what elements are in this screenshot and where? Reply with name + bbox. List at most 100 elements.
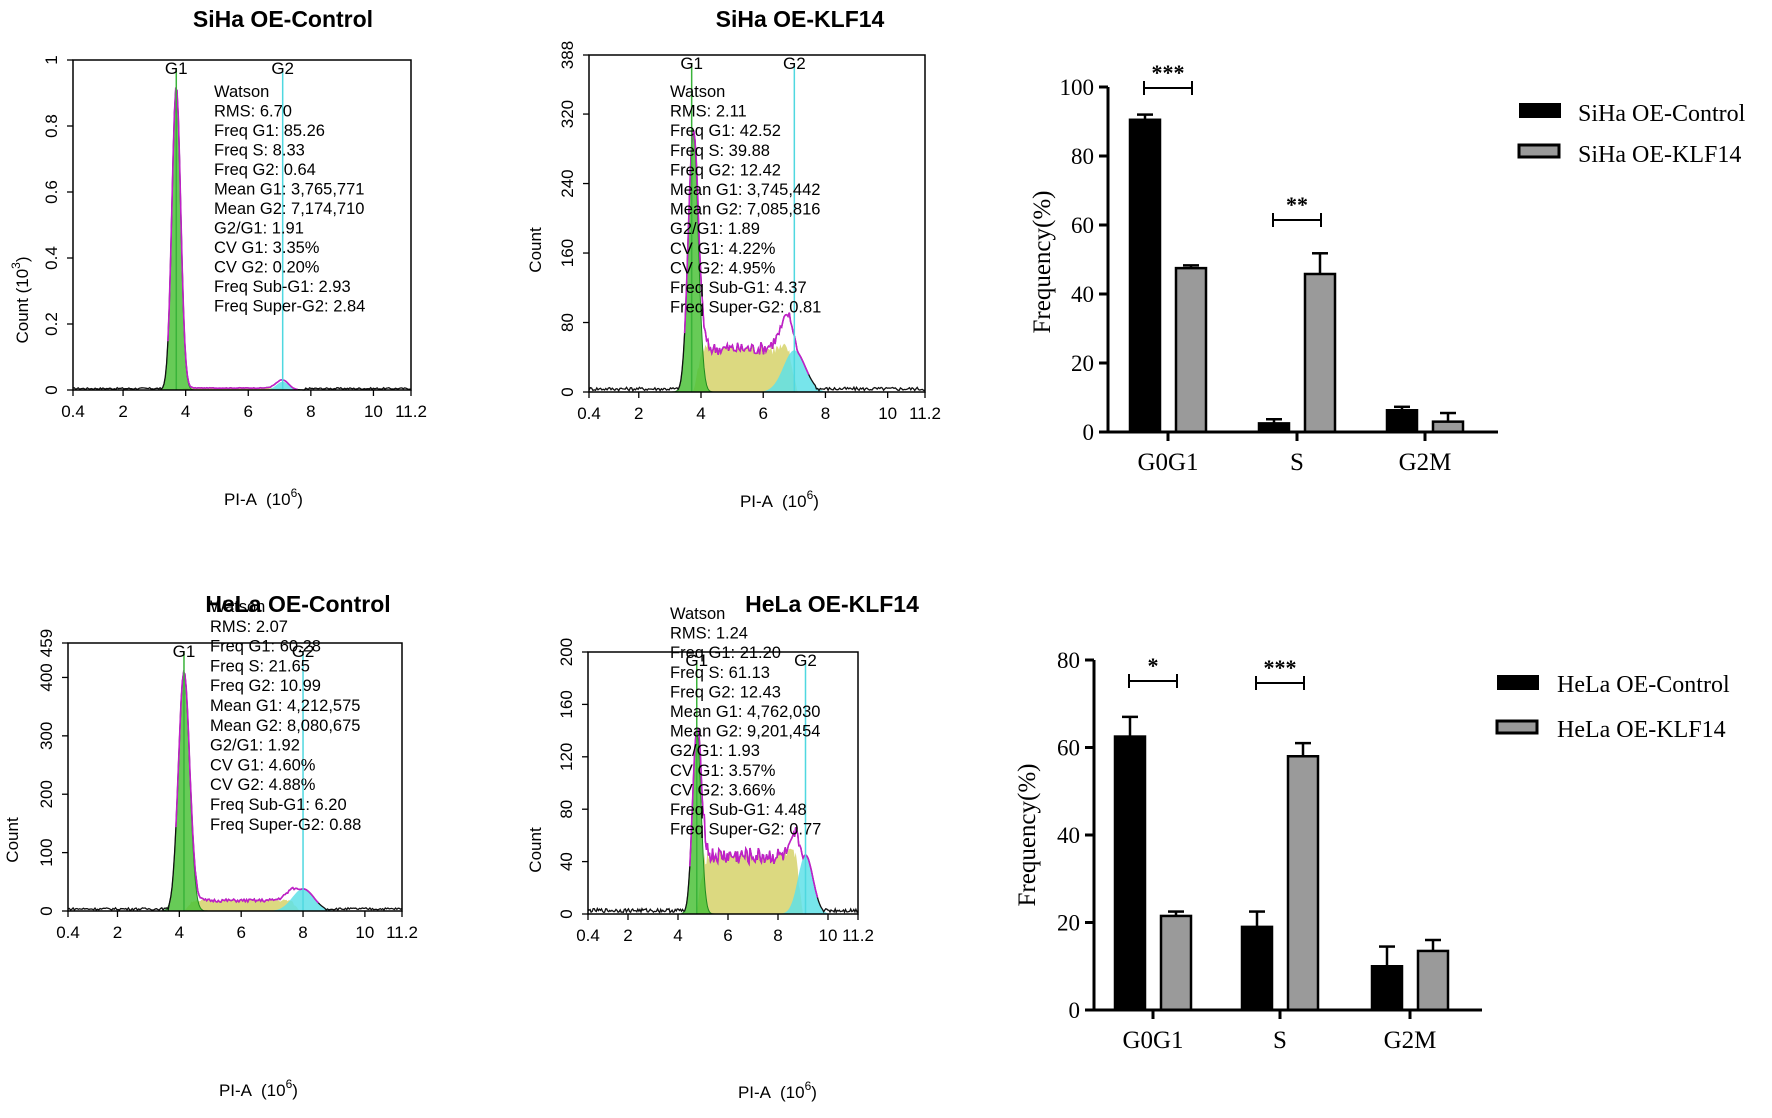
y-tick-label: 388: [558, 41, 577, 69]
stat-line: Freq S: 39.88: [670, 142, 770, 160]
legend-swatch: [1517, 143, 1561, 159]
y-tick-label: 200: [557, 638, 576, 666]
y-axis-label: Count: [3, 817, 22, 863]
gate-label: G1: [165, 59, 188, 78]
x-tick-label: 11.2: [395, 402, 427, 421]
histogram-plot-area: G1 G2 0.4 2 4 6 8 10 11.2 0 100 200 300 400 459: [37, 629, 418, 942]
plot-frame: [587, 651, 859, 915]
stat-line: Freq G1: 21.20: [670, 644, 781, 662]
bar: [1113, 735, 1147, 1012]
x-axis-unit: (106): [780, 1079, 817, 1102]
x-tick-label: 10: [819, 926, 838, 945]
y-tick-label: 80: [557, 800, 576, 819]
stat-line: RMS: 1.24: [670, 625, 748, 643]
s-phase-area: [68, 899, 402, 911]
gate-label: G2: [783, 54, 806, 73]
x-tick-label: 4: [673, 926, 682, 945]
stat-line: Freq Sub-G1: 4.48: [670, 801, 807, 819]
x-axis-label: PI-A: [740, 492, 774, 511]
gate-label: G1: [685, 651, 708, 670]
x-tick-label: 6: [236, 923, 245, 942]
x-category-label: S: [1273, 1027, 1287, 1054]
x-tick-label: 8: [298, 923, 307, 942]
histogram-hela-control: HeLa OE-Control G1 G2 0.4 2 4 6 8 10 11.2 0 100 200…: [3, 591, 418, 1100]
x-tick-label: 6: [723, 926, 732, 945]
g2-peak-area: [68, 888, 402, 911]
stat-line: Freq Super-G2: 0.81: [670, 299, 821, 317]
stat-line: CV G1: 3.35%: [214, 239, 320, 257]
x-tick-label: 2: [113, 923, 122, 942]
stat-line: Freq S: 61.13: [670, 664, 770, 682]
bar: [1240, 925, 1274, 1012]
stat-line: Freq G2: 0.64: [214, 161, 316, 179]
x-tick-label: 11.2: [842, 926, 874, 945]
stat-line: Freq Super-G2: 2.84: [214, 298, 365, 316]
stat-line: Freq S: 8.33: [214, 142, 305, 160]
g2-peak-area: [588, 855, 858, 914]
gate-label: G2: [794, 651, 817, 670]
y-tick-label: 0.2: [42, 312, 61, 336]
histogram-title: SiHa OE-Control: [193, 6, 373, 32]
y-tick-label: 80: [1071, 144, 1094, 169]
gate-label: G2: [271, 59, 294, 78]
stat-line: CV G1: 4.60%: [210, 756, 316, 774]
y-tick-label: 320: [558, 100, 577, 128]
gate-label: G1: [680, 54, 703, 73]
stat-line: Freq G2: 12.43: [670, 683, 781, 701]
stat-line: G2/G1: 1.89: [670, 220, 760, 238]
bar: [1431, 420, 1465, 434]
histogram-title: HeLa OE-Control: [205, 591, 390, 617]
stat-line: Mean G1: 3,765,771: [214, 181, 364, 199]
bar: [1128, 118, 1162, 434]
legend: HeLa OE-Control HeLa OE-KLF14: [1495, 672, 1730, 743]
stat-line: RMS: 2.07: [210, 618, 288, 636]
model-fit-line: [167, 87, 299, 391]
y-tick-label: 40: [557, 852, 576, 871]
x-tick-label: 2: [118, 402, 127, 421]
y-tick-label: 0: [558, 387, 577, 396]
stat-line: Mean G2: 9,201,454: [670, 723, 820, 741]
stat-line: G2/G1: 1.92: [210, 737, 300, 755]
stat-line: Freq Sub-G1: 6.20: [210, 796, 347, 814]
plot-frame: [67, 642, 403, 912]
s-phase-area: [589, 342, 925, 392]
x-tick-label: 6: [758, 404, 767, 423]
legend-swatch: [1495, 719, 1539, 735]
x-tick-label: 4: [696, 404, 705, 423]
y-tick-label: 40: [1071, 282, 1094, 307]
stat-line: Mean G1: 3,745,442: [670, 181, 820, 199]
x-tick-label: 4: [175, 923, 184, 942]
model-fit-line: [683, 130, 810, 375]
y-tick-label: 20: [1057, 911, 1080, 936]
gate-label: G1: [173, 642, 196, 661]
stat-line: CV G2: 4.95%: [670, 259, 776, 277]
stat-line: RMS: 6.70: [214, 103, 292, 121]
x-category-label: G0G1: [1137, 449, 1198, 476]
x-tick-label: 10: [364, 402, 383, 421]
y-axis-label: Count (103): [9, 256, 32, 343]
stat-line: Watson: [214, 83, 269, 101]
stat-line: Freq S: 21.65: [210, 657, 310, 675]
x-tick-label: 0.4: [56, 923, 80, 942]
stat-line: Freq Super-G2: 0.77: [670, 821, 821, 839]
x-tick-label: 11.2: [386, 923, 418, 942]
x-tick-label: 0.4: [576, 926, 600, 945]
stat-line: Mean G2: 8,080,675: [210, 717, 360, 735]
x-category-label: G0G1: [1122, 1027, 1183, 1054]
legend-swatch: [1519, 103, 1561, 118]
y-tick-label: 400: [37, 663, 56, 691]
bar: [1286, 755, 1320, 1012]
stat-line: G2/G1: 1.93: [670, 742, 760, 760]
stat-line: Freq G2: 12.42: [670, 161, 781, 179]
y-axis-label: Count: [526, 827, 545, 873]
x-tick-label: 8: [821, 404, 830, 423]
stat-line: CV G1: 4.22%: [670, 240, 776, 258]
stat-line: Mean G1: 4,762,030: [670, 703, 820, 721]
x-tick-label: 0.4: [61, 402, 85, 421]
model-fit-line: [175, 669, 320, 904]
significance-label: *: [1148, 653, 1159, 678]
stat-line: Freq G1: 60.28: [210, 638, 321, 656]
x-category-label: G2M: [1384, 1027, 1437, 1054]
significance-label: ***: [1264, 655, 1297, 680]
